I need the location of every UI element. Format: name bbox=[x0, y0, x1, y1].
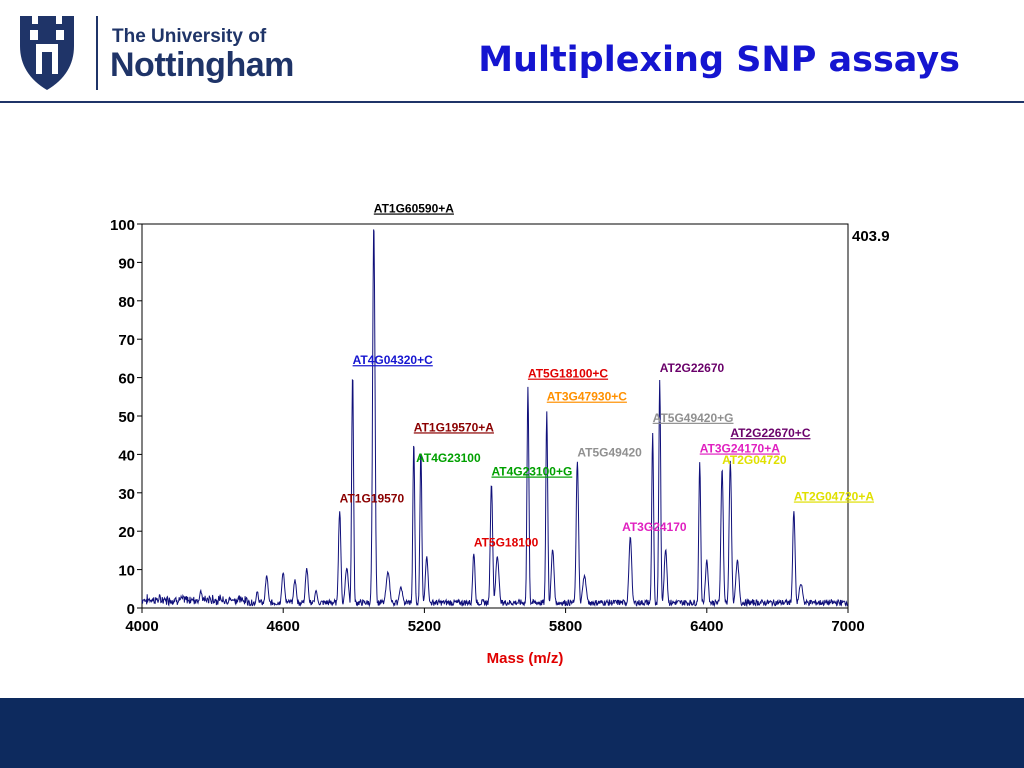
y-tick-label: 90 bbox=[118, 255, 135, 272]
castle-crest-icon bbox=[20, 16, 74, 90]
header-rule bbox=[0, 101, 1024, 103]
peak-annotations: AT1G60590+A AT4G04320+C AT1G19570+A AT4G231… bbox=[340, 201, 875, 549]
university-logo: The University of Nottingham bbox=[16, 16, 294, 92]
y-tick-label: 70 bbox=[118, 332, 135, 349]
peak-annotation: AT3G24170 bbox=[622, 520, 687, 534]
x-tick-label: 5200 bbox=[408, 618, 441, 635]
spectrum-trace bbox=[141, 229, 849, 608]
mass-spectrum-chart: 0 10 20 30 40 50 60 70 80 90 100 4000 4600 5200 5800 6… bbox=[110, 201, 890, 667]
peak-annotation: AT3G24170+A bbox=[700, 441, 780, 455]
peak-annotation: AT4G04320+C bbox=[353, 353, 433, 367]
footer-bar bbox=[0, 698, 1024, 768]
y-tick-label: 100 bbox=[110, 217, 135, 234]
x-axis-label: Mass (m/z) bbox=[487, 650, 564, 667]
plot-frame bbox=[141, 223, 849, 609]
y-tick-label: 80 bbox=[118, 294, 135, 311]
peak-annotation: AT2G22670 bbox=[660, 361, 725, 375]
peak-annotation: AT5G18100+C bbox=[528, 367, 608, 381]
peak-annotation: AT5G49420 bbox=[577, 445, 642, 459]
peak-annotation: AT4G23100 bbox=[416, 451, 481, 465]
x-tick-label: 4600 bbox=[267, 618, 300, 635]
peak-annotation: AT2G22670+C bbox=[730, 426, 810, 440]
y-tick-label: 10 bbox=[118, 563, 135, 580]
peak-annotation: AT2G04720+A bbox=[794, 489, 874, 503]
y-axis-ticks: 0 10 20 30 40 50 60 70 80 90 100 bbox=[110, 217, 142, 618]
slide-header: The University of Nottingham Multiplexin… bbox=[0, 0, 1024, 103]
peak-annotation: AT5G18100 bbox=[474, 536, 539, 550]
y-tick-label: 0 bbox=[127, 601, 135, 618]
x-tick-label: 4000 bbox=[125, 618, 158, 635]
max-intensity-label: 403.9 bbox=[852, 228, 890, 245]
peak-annotation: AT4G23100+G bbox=[491, 465, 572, 479]
peak-annotation: AT2G04720 bbox=[722, 453, 787, 467]
y-tick-label: 40 bbox=[118, 447, 135, 464]
y-tick-label: 50 bbox=[118, 409, 135, 426]
peak-annotation: AT1G19570+A bbox=[414, 420, 494, 434]
logo-divider bbox=[96, 16, 98, 90]
peak-annotation: AT1G60590+A bbox=[374, 201, 454, 215]
peak-annotation: AT3G47930+C bbox=[547, 390, 627, 404]
y-tick-label: 20 bbox=[118, 524, 135, 541]
peak-annotation: AT5G49420+G bbox=[653, 411, 734, 425]
x-tick-label: 7000 bbox=[831, 618, 864, 635]
x-tick-label: 6400 bbox=[690, 618, 723, 635]
logo-text-line2: Nottingham bbox=[110, 46, 294, 84]
x-tick-label: 5800 bbox=[549, 618, 582, 635]
slide-title: Multiplexing SNP assays bbox=[478, 40, 960, 80]
x-axis-ticks: 4000 4600 5200 5800 6400 7000 bbox=[125, 608, 865, 635]
peak-annotation: AT1G19570 bbox=[340, 491, 405, 505]
y-tick-label: 30 bbox=[118, 486, 135, 503]
logo-text-line1: The University of bbox=[112, 26, 267, 47]
y-tick-label: 60 bbox=[118, 371, 135, 388]
